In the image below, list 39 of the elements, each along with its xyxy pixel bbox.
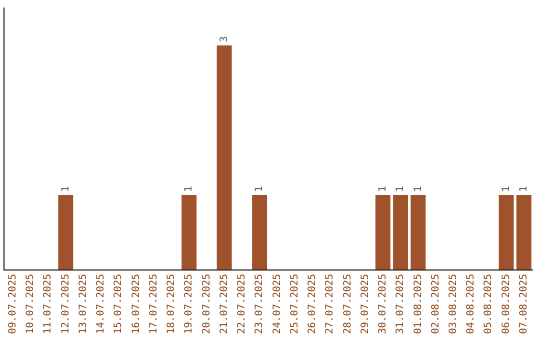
x-tick-label: 04.08.2025 [466, 274, 477, 334]
x-tick-label: 17.07.2025 [148, 274, 160, 334]
x-tick-label: 05.08.2025 [483, 274, 494, 334]
data-label: 1 [60, 186, 72, 192]
x-tick-label: 24.07.2025 [272, 274, 283, 334]
x-tick-label: 20.07.2025 [201, 274, 212, 334]
data-label: 1 [378, 186, 389, 192]
x-tick-label: 30.07.2025 [378, 274, 389, 334]
x-tick-label: 18.07.2025 [166, 274, 178, 334]
x-tick-label: 06.08.2025 [500, 274, 512, 334]
data-label: 1 [500, 186, 512, 192]
x-tick-label: 26.07.2025 [307, 274, 318, 334]
data-label: 1 [518, 186, 530, 192]
x-tick-label: 13.07.2025 [78, 274, 89, 334]
data-label: 1 [412, 186, 424, 192]
x-tick-label: 27.07.2025 [324, 274, 336, 334]
x-tick-label: 07.08.2025 [518, 274, 530, 334]
x-tick-label: 11.07.2025 [42, 274, 54, 334]
x-tick-label: 03.08.2025 [448, 274, 459, 334]
x-tick-label: 14.07.2025 [96, 274, 107, 334]
x-tick-label: 16.07.2025 [130, 274, 142, 334]
x-tick-label: 31.07.2025 [395, 274, 406, 334]
data-label: 3 [218, 36, 230, 42]
x-tick-label: 25.07.2025 [289, 274, 300, 334]
x-tick-label: 02.08.2025 [430, 274, 442, 334]
x-tick-label: 21.07.2025 [218, 274, 230, 334]
x-tick-label: 15.07.2025 [113, 274, 124, 334]
x-tick-label: 12.07.2025 [60, 274, 72, 334]
data-label: 1 [395, 186, 406, 192]
x-tick-label: 28.07.2025 [342, 274, 354, 334]
x-tick-label: 22.07.2025 [236, 274, 248, 334]
x-tick-label: 23.07.2025 [254, 274, 266, 334]
x-tick-label: 10.07.2025 [25, 274, 36, 334]
x-tick-label: 01.08.2025 [412, 274, 424, 334]
x-tick-label: 29.07.2025 [360, 274, 371, 334]
data-label: 1 [184, 186, 195, 192]
x-tick-label: 09.07.2025 [7, 274, 18, 334]
x-tick-label: 19.07.2025 [184, 274, 195, 334]
data-label: 1 [254, 186, 266, 192]
